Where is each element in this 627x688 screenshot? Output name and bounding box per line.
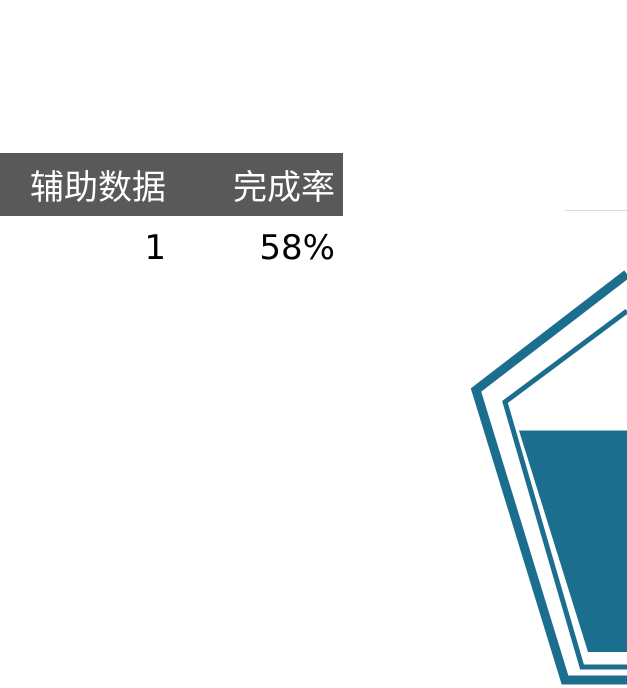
cell-aux-value: 1	[144, 228, 166, 268]
chart-gridline	[565, 210, 627, 211]
table-header-row: 辅助数据 完成率	[0, 153, 343, 216]
header-completion-rate: 完成率	[233, 168, 335, 208]
pentagon-outer-outline	[470, 270, 627, 685]
helper-data-table: 辅助数据 完成率 1 58%	[0, 153, 343, 280]
header-aux-data: 辅助数据	[30, 168, 166, 208]
table-row: 1 58%	[0, 216, 343, 280]
gauge-fill-area	[518, 430, 627, 652]
pentagon-inner-outline	[502, 308, 627, 670]
cell-completion-rate: 58%	[259, 228, 335, 268]
